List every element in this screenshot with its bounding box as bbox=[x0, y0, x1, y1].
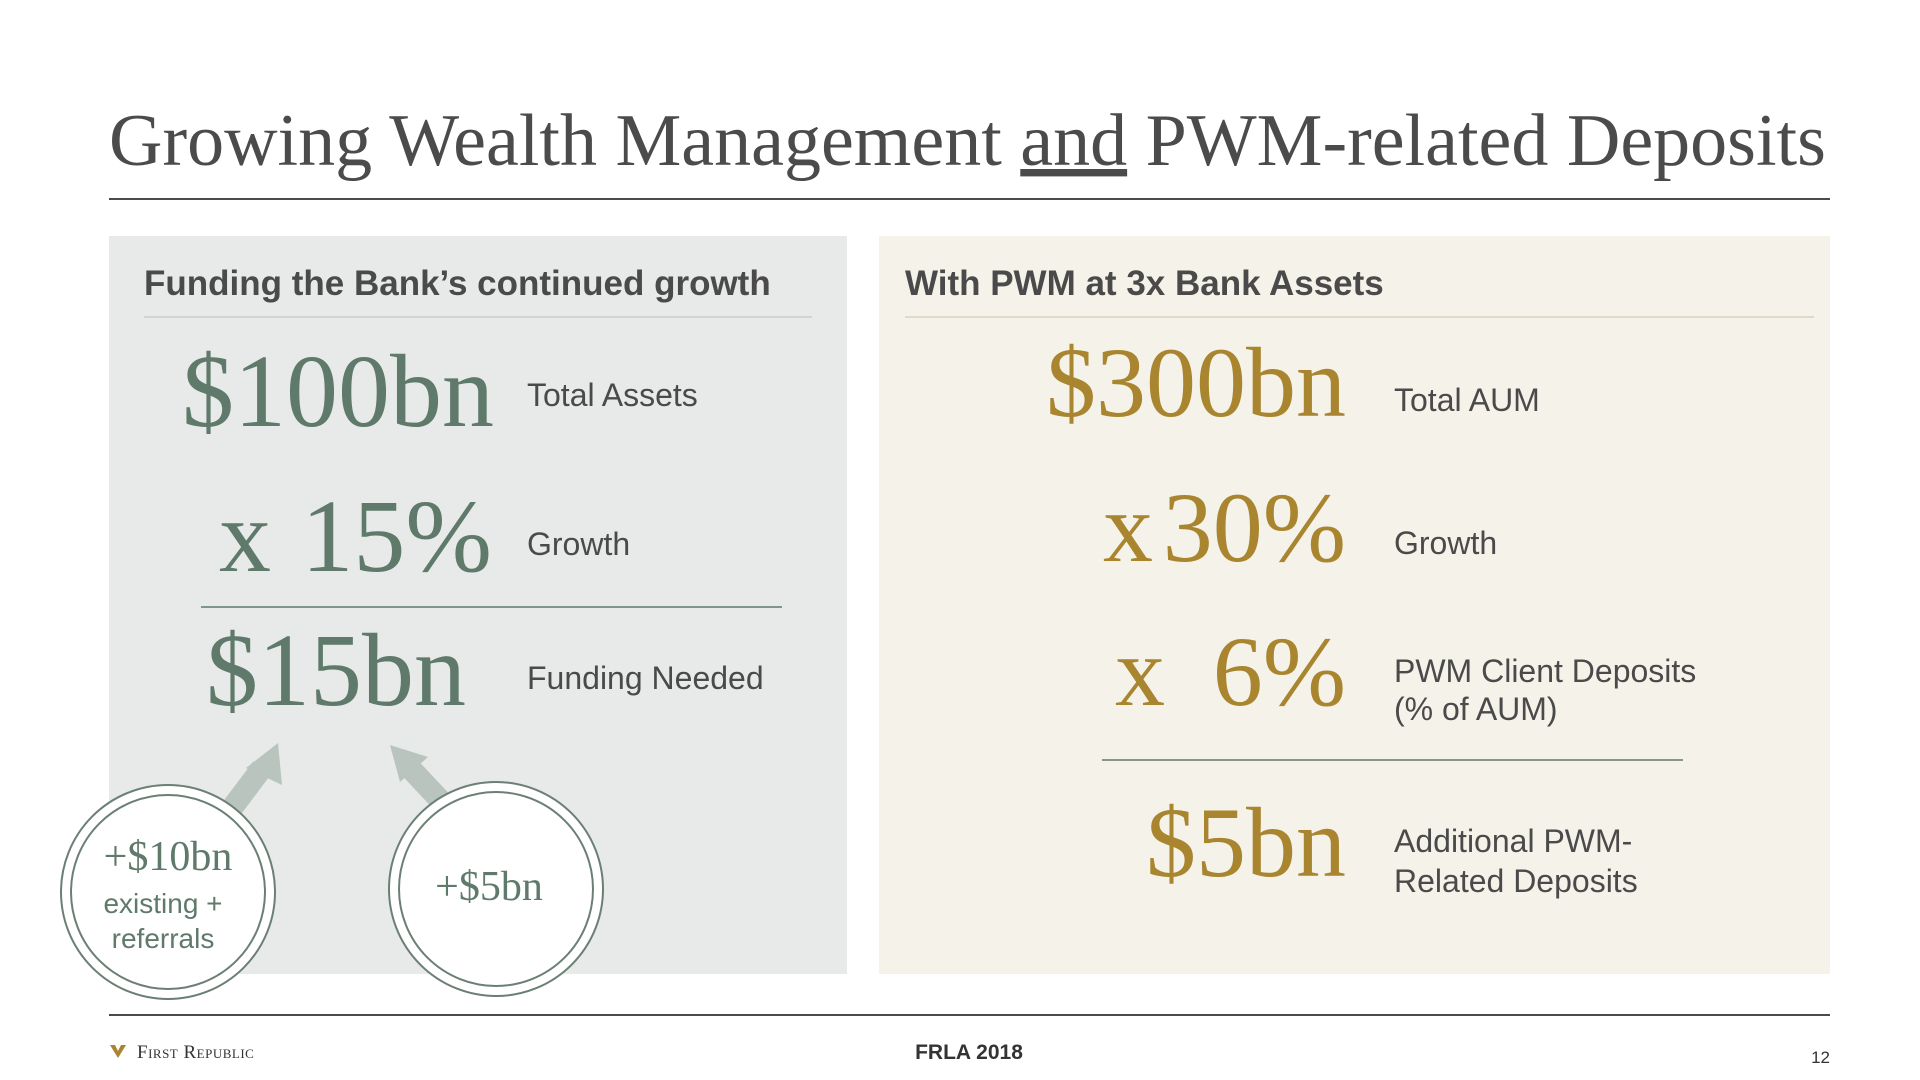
value-label: Total AUM bbox=[1394, 382, 1540, 418]
source-value: +$10bn bbox=[104, 834, 233, 880]
arrows bbox=[223, 743, 449, 815]
value-label: Total Assets bbox=[527, 377, 698, 413]
right-panel bbox=[879, 236, 1830, 974]
arrow-head bbox=[246, 743, 282, 785]
value: $100bn bbox=[182, 334, 494, 449]
value-label: Additional PWM- bbox=[1394, 823, 1632, 859]
operator: x bbox=[219, 479, 271, 594]
source-note: referrals bbox=[112, 923, 215, 954]
value-label: (% of AUM) bbox=[1394, 691, 1558, 727]
slide-title: Growing Wealth Management and PWM-relate… bbox=[109, 100, 1826, 182]
panel-heading: With PWM at 3x Bank Assets bbox=[905, 264, 1384, 303]
arrow-shaft bbox=[401, 760, 449, 808]
operator: x bbox=[1115, 616, 1165, 727]
value-label: PWM Client Deposits bbox=[1394, 653, 1696, 689]
circle-inner bbox=[70, 794, 266, 990]
value-label: Related Deposits bbox=[1394, 863, 1638, 899]
value-label: Funding Needed bbox=[527, 660, 764, 696]
value: $300bn bbox=[1046, 327, 1346, 438]
value: 30% bbox=[1163, 472, 1346, 583]
page-number: 12 bbox=[1811, 1048, 1830, 1067]
value: 15% bbox=[301, 479, 492, 594]
circle-inner bbox=[398, 791, 594, 987]
title-emphasis: and bbox=[1020, 100, 1127, 182]
value: $15bn bbox=[206, 613, 466, 728]
value-label: Growth bbox=[1394, 525, 1497, 561]
source-value: +$5bn bbox=[435, 864, 543, 910]
source-note: existing + bbox=[103, 888, 222, 919]
value-label: Growth bbox=[527, 526, 630, 562]
arrow-shaft bbox=[223, 761, 271, 815]
logo-icon bbox=[110, 1045, 126, 1058]
title-part: Growing Wealth Management bbox=[109, 100, 1020, 182]
logo-text: First Republic bbox=[137, 1042, 254, 1063]
arrow-head bbox=[390, 745, 428, 782]
title-part: PWM-related Deposits bbox=[1127, 100, 1826, 182]
operator: x bbox=[1103, 472, 1153, 583]
footer-event: FRLA 2018 bbox=[915, 1041, 1023, 1064]
panel-heading: Funding the Bank’s continued growth bbox=[144, 264, 771, 303]
value: 6% bbox=[1213, 616, 1346, 727]
value: $5bn bbox=[1146, 787, 1346, 898]
